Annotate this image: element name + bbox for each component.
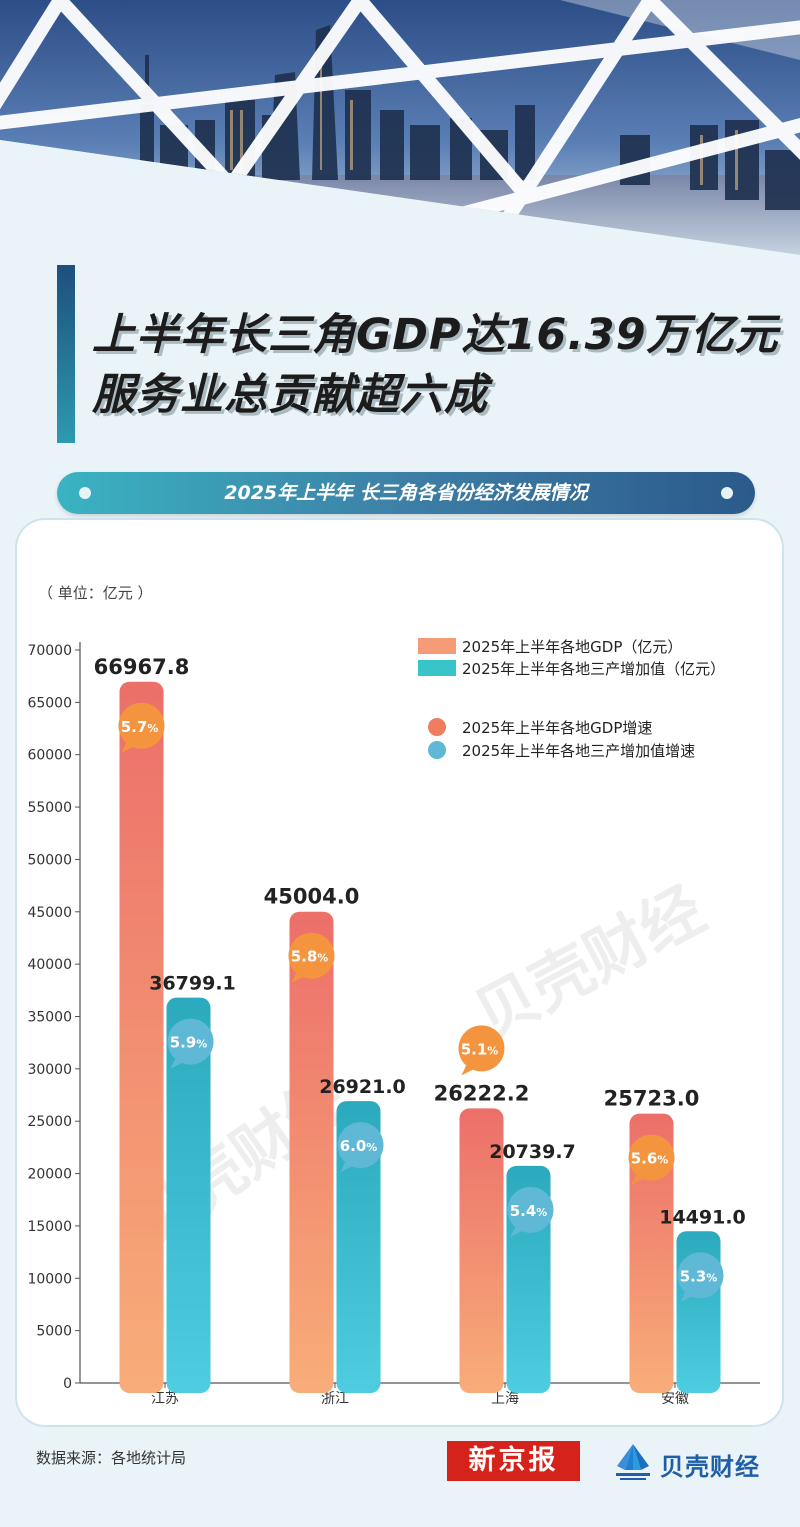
- gdp-value-label: 45004.0: [264, 885, 360, 909]
- bar-tertiary: [166, 997, 211, 1393]
- percent-sign: %: [487, 1044, 498, 1057]
- legend-gdp-growth: 2025年上半年各地GDP增速: [428, 718, 652, 737]
- y-tick-label: 40000: [27, 957, 72, 973]
- svg-text:5.4%: 5.4%: [510, 1202, 548, 1220]
- percent-sign: %: [147, 722, 158, 735]
- percent-sign: %: [196, 1038, 207, 1051]
- x-tick-label: 上海: [491, 1391, 519, 1407]
- growth-value: 5.4: [510, 1202, 537, 1220]
- legend-tertiary-growth: 2025年上半年各地三产增加值增速: [428, 741, 695, 760]
- svg-text:5.6%: 5.6%: [631, 1150, 669, 1168]
- svg-text:5.8%: 5.8%: [291, 948, 329, 966]
- gdp-growth-bubble: 5.7%: [118, 702, 165, 753]
- bar-tertiary: [336, 1101, 381, 1393]
- legend-label: 2025年上半年各地GDP增速: [462, 719, 652, 737]
- banner-dot-right: [721, 487, 733, 499]
- svg-text:5.7%: 5.7%: [121, 718, 159, 736]
- growth-value: 5.9: [170, 1034, 197, 1052]
- title-accent-bar: [57, 265, 75, 443]
- y-tick-label: 35000: [27, 1010, 72, 1026]
- chart-title: 2025年上半年 长三角各省份经济发展情况: [224, 482, 588, 504]
- y-tick-label: 30000: [27, 1062, 72, 1078]
- gdp-value-label: 25723.0: [604, 1087, 700, 1111]
- svg-text:5.3%: 5.3%: [680, 1267, 718, 1285]
- chart-title-banner: 2025年上半年 长三角各省份经济发展情况: [57, 472, 755, 514]
- percent-sign: %: [657, 1154, 668, 1167]
- data-source: 数据来源：各地统计局: [36, 1449, 187, 1467]
- y-tick-label: 60000: [27, 748, 72, 764]
- shell-logo-icon: [616, 1444, 650, 1480]
- tertiary-growth-bubble: 5.4%: [507, 1186, 554, 1237]
- x-tick-label: 浙江: [321, 1391, 349, 1407]
- legend-label: 2025年上半年各地三产增加值（亿元）: [462, 660, 725, 678]
- gdp-value-label: 66967.8: [94, 655, 190, 679]
- x-tick-label: 安徽: [661, 1391, 689, 1407]
- legend-swatch: [428, 718, 446, 736]
- skyline-image: [0, 0, 800, 260]
- tertiary-growth-bubble: 5.9%: [167, 1018, 214, 1069]
- svg-text:5.1%: 5.1%: [461, 1040, 499, 1058]
- tertiary-value-label: 20739.7: [489, 1141, 576, 1163]
- y-tick-label: 50000: [27, 852, 72, 868]
- legend-gdp: 2025年上半年各地GDP（亿元）: [418, 638, 682, 656]
- beike-logo: 贝壳财经: [612, 1440, 772, 1484]
- y-tick-label: 65000: [27, 695, 72, 711]
- percent-sign: %: [366, 1141, 377, 1154]
- legend-label: 2025年上半年各地GDP（亿元）: [462, 638, 682, 656]
- y-tick-label: 55000: [27, 800, 72, 816]
- banner-dot-left: [79, 487, 91, 499]
- x-tick-label: 江苏: [151, 1391, 179, 1407]
- legend-label: 2025年上半年各地三产增加值增速: [462, 742, 695, 760]
- tertiary-value-label: 36799.1: [149, 973, 236, 995]
- gdp-value-label: 26222.2: [434, 1081, 530, 1105]
- legend-swatch: [418, 638, 456, 654]
- legend-swatch: [418, 660, 456, 676]
- growth-value: 6.0: [340, 1137, 367, 1155]
- bar-gdp: [289, 911, 334, 1393]
- unit-label: （ 单位：亿元 ）: [38, 584, 153, 602]
- tertiary-growth-bubble: 5.3%: [677, 1252, 724, 1303]
- xinjingbao-logo: 新京报: [447, 1441, 580, 1481]
- tertiary-value-label: 14491.0: [659, 1206, 746, 1228]
- percent-sign: %: [317, 952, 328, 965]
- legend-tertiary: 2025年上半年各地三产增加值（亿元）: [418, 660, 725, 678]
- legend-swatch: [428, 741, 446, 759]
- beike-logo-text: 贝壳财经: [660, 1453, 760, 1481]
- gdp-growth-bubble: 5.6%: [628, 1134, 675, 1185]
- bar-gdp: [459, 1108, 504, 1393]
- y-tick-label: 20000: [27, 1167, 72, 1183]
- svg-text:6.0%: 6.0%: [340, 1137, 378, 1155]
- growth-value: 5.1: [461, 1040, 488, 1058]
- svg-text:贝壳财经: 贝壳财经: [463, 872, 716, 1053]
- bar-gdp: [119, 681, 164, 1393]
- gdp-growth-bubble: 5.1%: [458, 1025, 505, 1076]
- percent-sign: %: [706, 1271, 717, 1284]
- y-tick-label: 0: [63, 1376, 72, 1392]
- growth-value: 5.6: [631, 1150, 658, 1168]
- percent-sign: %: [536, 1206, 547, 1219]
- tertiary-value-label: 26921.0: [319, 1076, 406, 1098]
- growth-value: 5.3: [680, 1267, 707, 1285]
- y-tick-label: 45000: [27, 905, 72, 921]
- y-tick-label: 5000: [36, 1324, 72, 1340]
- svg-text:5.9%: 5.9%: [170, 1034, 208, 1052]
- y-tick-label: 15000: [27, 1219, 72, 1235]
- page-subtitle: 服务业总贡献超六成: [92, 370, 488, 420]
- tertiary-growth-bubble: 6.0%: [337, 1122, 384, 1173]
- growth-value: 5.7: [121, 718, 148, 736]
- y-tick-label: 10000: [27, 1271, 72, 1287]
- page-title: 上半年长三角GDP达16.39万亿元: [92, 310, 779, 360]
- gdp-growth-bubble: 5.8%: [288, 932, 335, 983]
- growth-value: 5.8: [291, 948, 318, 966]
- y-tick-label: 25000: [27, 1114, 72, 1130]
- bar-gdp: [629, 1113, 674, 1393]
- y-tick-label: 70000: [27, 643, 72, 659]
